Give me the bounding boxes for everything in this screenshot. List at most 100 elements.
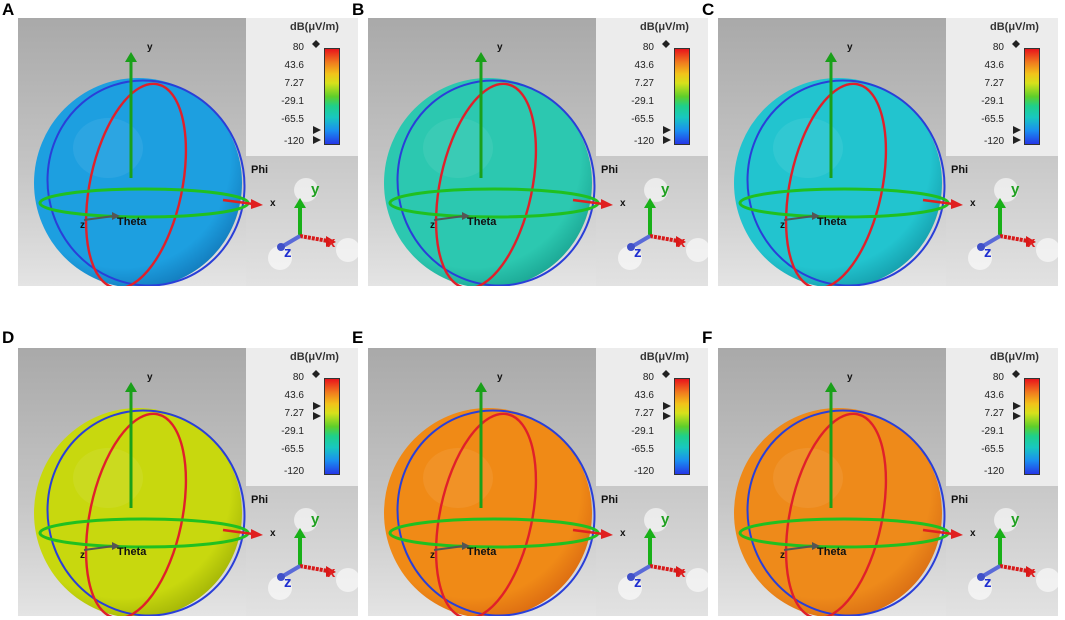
y-axis-label: y bbox=[847, 372, 853, 383]
phi-meridian-blue bbox=[396, 409, 596, 616]
triad-y-arrowhead bbox=[994, 198, 1006, 208]
y-axis-arrowhead bbox=[125, 382, 137, 392]
colorbar-tick: -120 bbox=[283, 136, 304, 147]
triad-glow bbox=[268, 246, 292, 270]
y-axis-label: y bbox=[147, 42, 153, 53]
triad-x-label: x bbox=[1027, 234, 1036, 251]
colorbar-tick: 43.6 bbox=[284, 390, 304, 401]
triad-x-label: x bbox=[677, 234, 686, 251]
colorbar-unit-label: dB(μV/m) bbox=[990, 21, 1039, 33]
colorbar-tick: 80 bbox=[292, 42, 304, 53]
colorbar-tick: 7.27 bbox=[984, 408, 1004, 419]
z-axis-label: z bbox=[80, 550, 85, 561]
triad-z-label: z bbox=[284, 574, 292, 591]
sphere-highlight bbox=[423, 118, 493, 178]
colorbar-max-marker bbox=[662, 40, 670, 48]
x-axis-arrow bbox=[572, 198, 604, 206]
y-axis-label: y bbox=[497, 42, 503, 53]
x-axis-arrowhead bbox=[601, 199, 613, 209]
theta-meridian-red bbox=[784, 412, 888, 616]
colorbar-tick: 7.27 bbox=[284, 408, 304, 419]
sphere-scene[interactable] bbox=[368, 18, 708, 286]
phi-meridian-blue bbox=[396, 79, 596, 286]
x-axis-arrowhead bbox=[951, 199, 963, 209]
triad-glow bbox=[644, 508, 668, 532]
colorbar-max-marker bbox=[662, 370, 670, 378]
theta-label: Theta bbox=[117, 216, 147, 228]
colorbar bbox=[1024, 378, 1040, 475]
triad-x-arrowhead bbox=[1026, 566, 1036, 577]
colorbar-range-marker bbox=[663, 136, 671, 144]
colorbar-tick: -29.1 bbox=[981, 96, 1004, 107]
theta-arrow bbox=[433, 545, 465, 551]
triad-x-arrowhead bbox=[1026, 236, 1036, 247]
x-axis-arrowhead bbox=[251, 529, 263, 539]
sphere-scene[interactable] bbox=[718, 18, 1058, 286]
sphere-scene[interactable] bbox=[718, 348, 1058, 616]
triad-glow bbox=[294, 178, 318, 202]
triad-z-arrowhead bbox=[277, 573, 285, 581]
triad-z-label: z bbox=[634, 574, 642, 591]
triad-x-arrowhead bbox=[676, 236, 686, 247]
sphere-scene[interactable] bbox=[368, 348, 708, 616]
colorbar-range-marker bbox=[313, 412, 321, 420]
field-sphere bbox=[34, 78, 242, 286]
theta-meridian-red bbox=[434, 412, 538, 616]
panel-letter: C bbox=[702, 0, 715, 19]
triad-glow bbox=[336, 238, 358, 262]
colorbar-tick: -65.5 bbox=[281, 114, 304, 125]
theta-arrowhead bbox=[112, 542, 120, 550]
triad-glow bbox=[686, 568, 708, 592]
phi-label: Phi bbox=[951, 494, 969, 506]
field-pattern-panel: dB(μV/m) 80 43.6 7.27 -29.1 -65.5 -120 P… bbox=[718, 348, 1058, 616]
colorbar bbox=[674, 378, 690, 475]
colorbar-tick: 80 bbox=[642, 372, 654, 383]
triad-z-arrow bbox=[631, 564, 652, 578]
sphere-highlight bbox=[423, 448, 493, 508]
colorbar-tick: 7.27 bbox=[634, 78, 654, 89]
sphere-highlight bbox=[73, 118, 143, 178]
triad-y-arrowhead bbox=[294, 528, 306, 538]
x-axis-arrow bbox=[922, 528, 954, 536]
colorbar-tick: -120 bbox=[983, 466, 1004, 477]
theta-arrowhead bbox=[812, 542, 820, 550]
colorbar-max-marker bbox=[1012, 370, 1020, 378]
theta-label: Theta bbox=[467, 216, 497, 228]
x-axis-arrowhead bbox=[951, 529, 963, 539]
theta-arrow bbox=[783, 545, 815, 551]
triad-x-label: x bbox=[327, 234, 336, 251]
triad-z-arrow bbox=[281, 234, 302, 248]
x-axis-arrow bbox=[922, 198, 954, 206]
phi-label: Phi bbox=[601, 494, 619, 506]
triad-x-arrow bbox=[649, 234, 679, 243]
z-axis-label: z bbox=[780, 550, 785, 561]
triad-z-arrowhead bbox=[627, 243, 635, 251]
theta-label: Theta bbox=[117, 546, 147, 558]
triad-x-label: x bbox=[677, 564, 686, 581]
triad-glow bbox=[1036, 568, 1058, 592]
colorbar-tick: 80 bbox=[642, 42, 654, 53]
triad-y-label: y bbox=[661, 181, 670, 198]
triad-glow bbox=[1036, 238, 1058, 262]
sphere-scene[interactable] bbox=[18, 348, 358, 616]
colorbar-tick: -120 bbox=[633, 466, 654, 477]
triad-z-label: z bbox=[984, 574, 992, 591]
x-axis-label: x bbox=[270, 198, 276, 209]
triad-glow bbox=[336, 568, 358, 592]
triad-glow bbox=[968, 246, 992, 270]
y-axis-label: y bbox=[497, 372, 503, 383]
triad-y-arrowhead bbox=[644, 528, 656, 538]
triad-glow bbox=[994, 508, 1018, 532]
x-axis-label: x bbox=[620, 528, 626, 539]
colorbar-tick: 7.27 bbox=[284, 78, 304, 89]
triad-z-arrowhead bbox=[627, 573, 635, 581]
field-sphere bbox=[734, 408, 942, 616]
sphere-scene[interactable] bbox=[18, 18, 358, 286]
colorbar bbox=[324, 48, 340, 145]
triad-z-arrow bbox=[631, 234, 652, 248]
colorbar-tick: 43.6 bbox=[984, 390, 1004, 401]
triad-y-arrowhead bbox=[294, 198, 306, 208]
panel-letter: A bbox=[2, 0, 15, 19]
colorbar-tick: -29.1 bbox=[981, 426, 1004, 437]
triad-x-arrow bbox=[999, 564, 1029, 573]
